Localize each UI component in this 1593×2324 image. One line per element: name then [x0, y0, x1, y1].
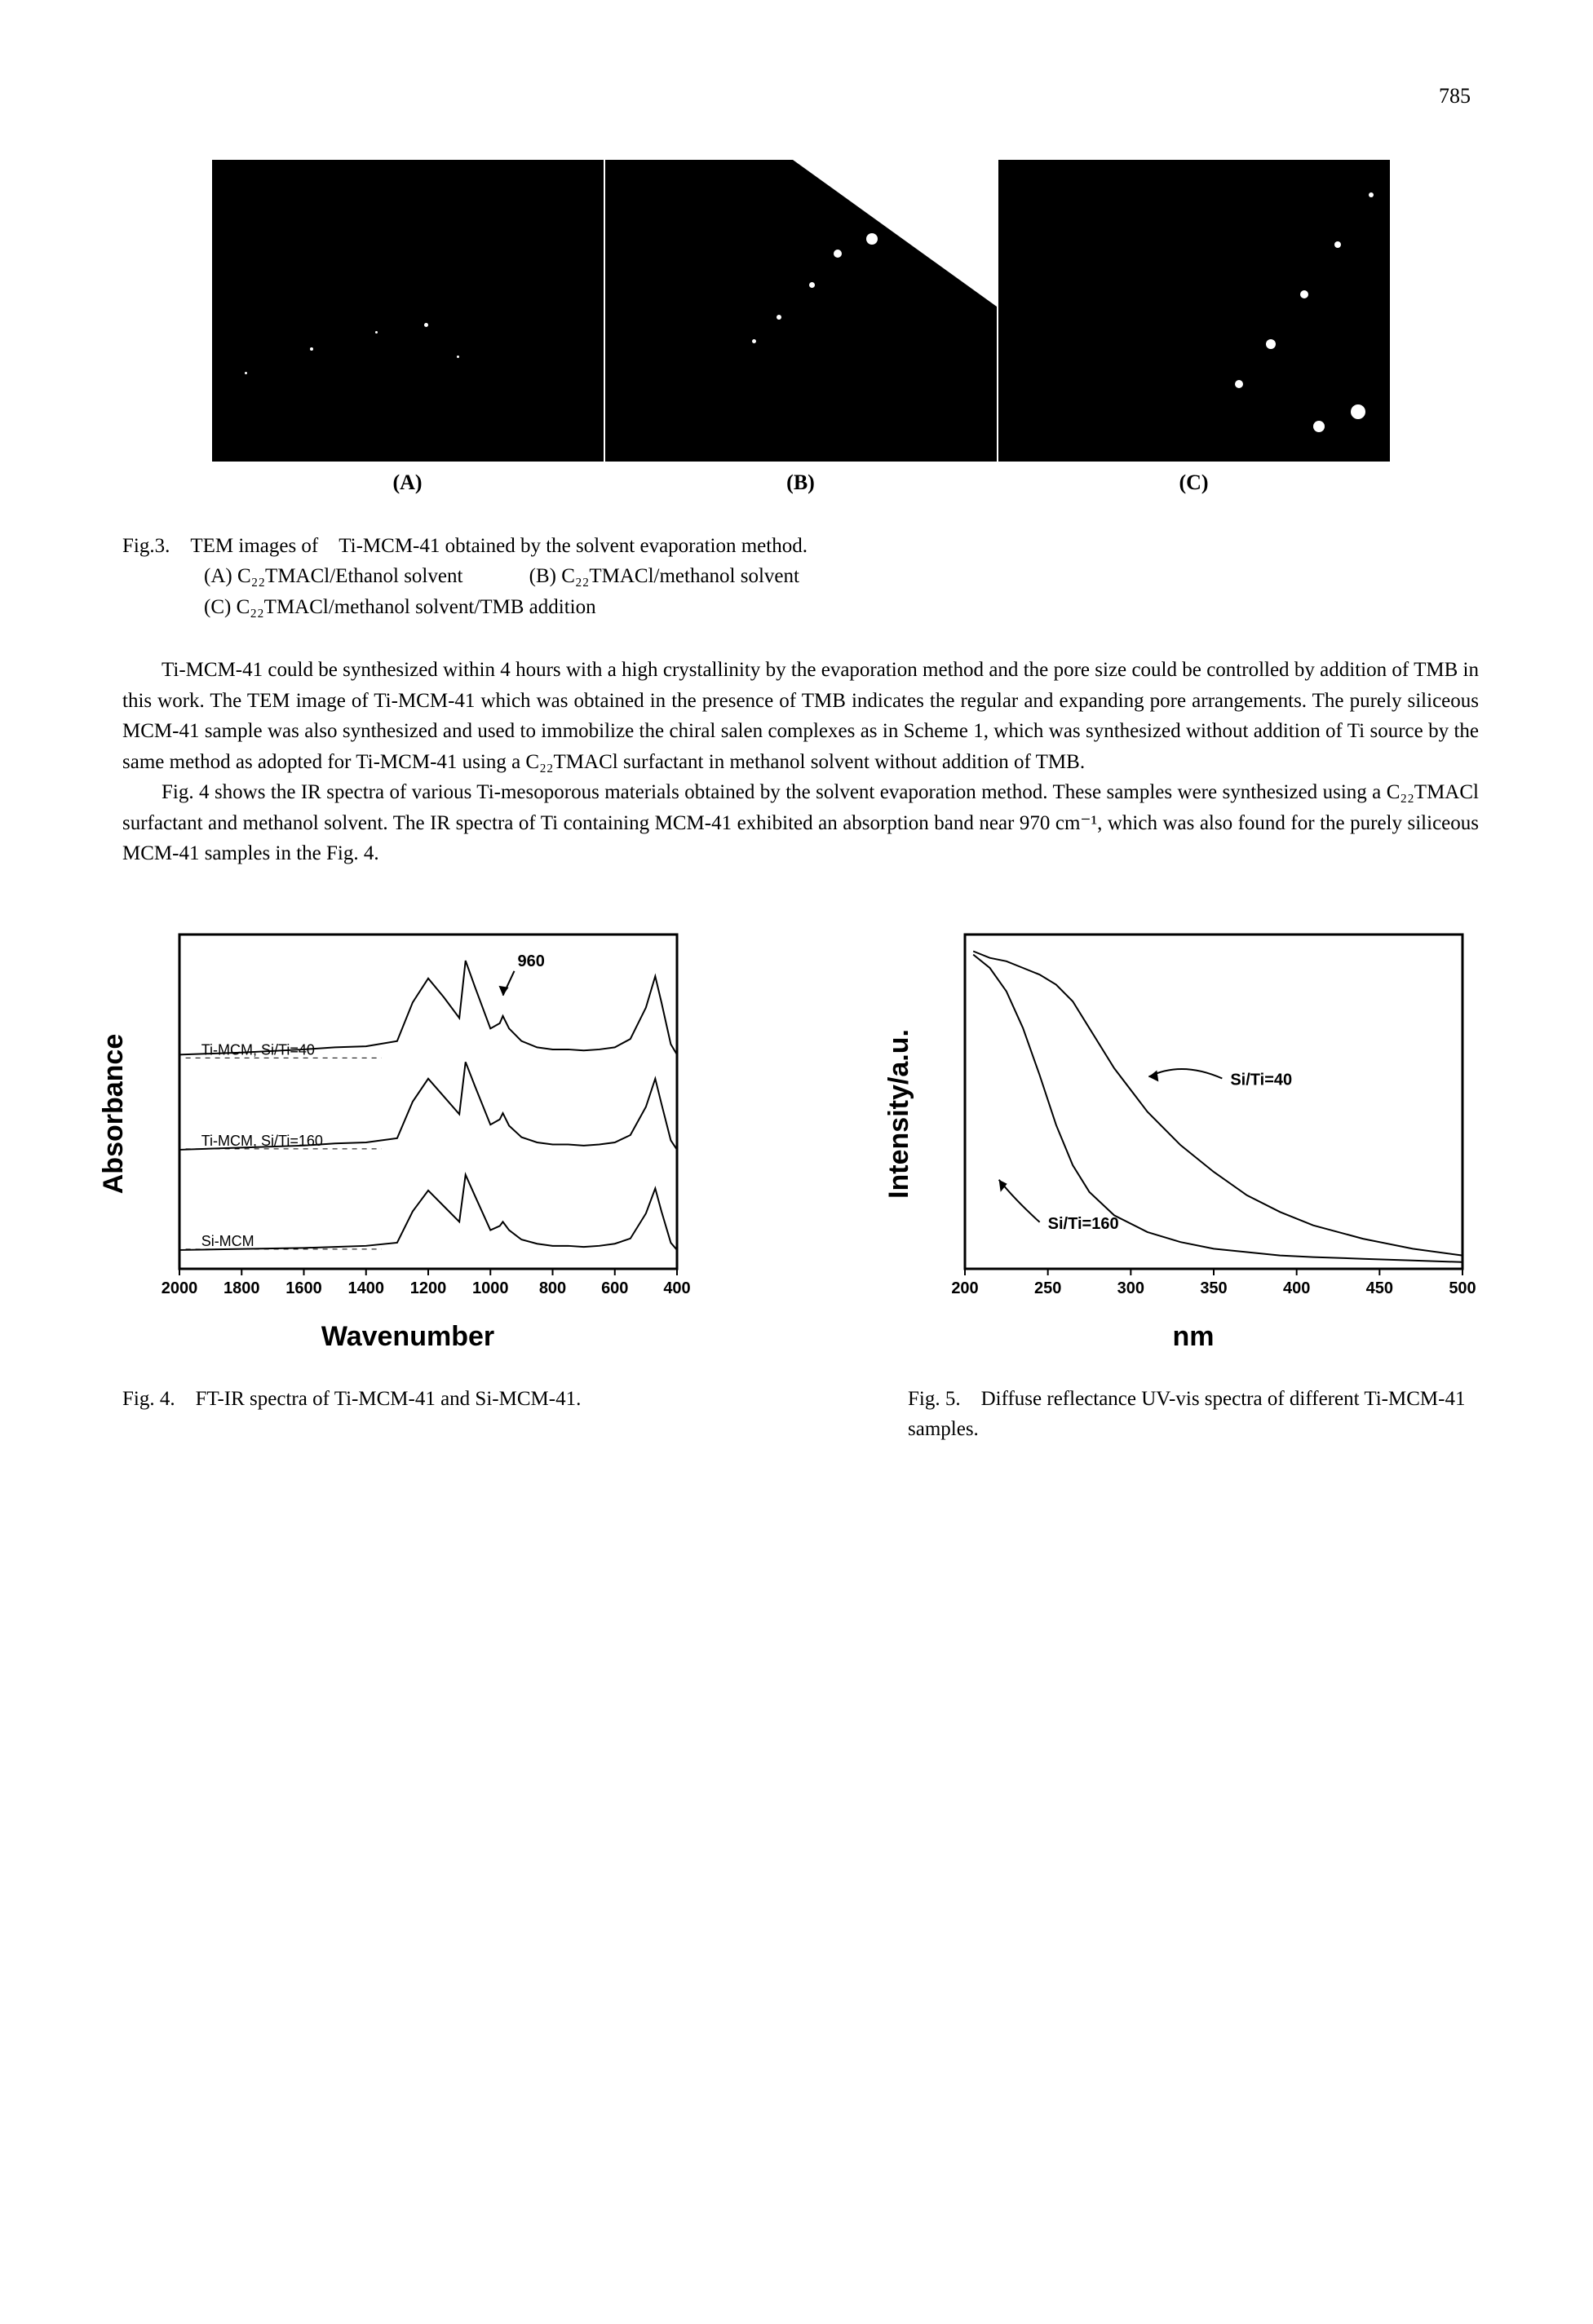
fig3-caption-lead: Fig.3. TEM images of Ti-MCM-41 obtained … — [122, 535, 808, 557]
svg-text:350: 350 — [1200, 1279, 1227, 1297]
fig4-block: Absorbance 20001800160014001200100080060… — [122, 918, 693, 1444]
svg-text:200: 200 — [951, 1279, 978, 1297]
svg-text:600: 600 — [601, 1279, 628, 1297]
charts-row: Absorbance 20001800160014001200100080060… — [122, 918, 1479, 1444]
fig5-svg: 200 250 300 350 400 450 500 Si/Ti=40 Si/Ti=160 — [908, 918, 1479, 1310]
page-number: 785 — [122, 82, 1479, 111]
fig3-caption: Fig.3. TEM images of Ti-MCM-41 obtained … — [122, 531, 1479, 623]
fig5-xlabel: nm — [908, 1318, 1479, 1357]
fig3-caption-c: (C) C₂₂TMACl/methanol solvent/TMB additi… — [122, 592, 1479, 623]
fig5-chart-area: Intensity/a.u. 200250300350400450500Si/T… — [908, 918, 1479, 1310]
svg-text:Ti-MCM, Si/Ti=160: Ti-MCM, Si/Ti=160 — [201, 1133, 323, 1149]
svg-text:1200: 1200 — [410, 1279, 447, 1297]
svg-text:800: 800 — [539, 1279, 566, 1297]
svg-text:250: 250 — [1034, 1279, 1061, 1297]
tem-label-a: (A) — [212, 468, 604, 497]
fig4-xlabel: Wavenumber — [122, 1318, 693, 1357]
fig5-caption: Fig. 5. Diffuse reflectance UV-vis spect… — [908, 1385, 1479, 1444]
fig3-caption-b: (B) C₂₂TMACl/methanol solvent — [529, 565, 799, 587]
svg-text:Si-MCM: Si-MCM — [201, 1233, 254, 1249]
body-paragraphs: Ti-MCM-41 could be synthesized within 4 … — [122, 655, 1479, 869]
fig3-caption-a: (A) C₂₂TMACl/Ethanol solvent — [204, 565, 462, 587]
svg-text:1000: 1000 — [472, 1279, 509, 1297]
tem-panel-a — [212, 160, 604, 462]
fig4-chart-area: Absorbance 20001800160014001200100080060… — [122, 918, 693, 1310]
paragraph-2: Fig. 4 shows the IR spectra of various T… — [122, 777, 1479, 869]
tem-panel-c — [998, 160, 1390, 462]
svg-text:300: 300 — [1117, 1279, 1144, 1297]
tem-label-b: (B) — [605, 468, 997, 497]
tem-panel-b — [605, 160, 997, 462]
svg-text:400: 400 — [663, 1279, 690, 1297]
svg-text:1800: 1800 — [223, 1279, 260, 1297]
fig4-ylabel: Absorbance — [95, 1034, 134, 1195]
paragraph-1: Ti-MCM-41 could be synthesized within 4 … — [122, 655, 1479, 777]
svg-text:450: 450 — [1366, 1279, 1393, 1297]
fig3-panel-labels: (A) (B) (C) — [122, 468, 1479, 497]
tem-label-c: (C) — [998, 468, 1390, 497]
svg-text:Si/Ti=40: Si/Ti=40 — [1230, 1071, 1292, 1089]
svg-text:Ti-MCM, Si/Ti=40: Ti-MCM, Si/Ti=40 — [201, 1041, 315, 1058]
svg-text:400: 400 — [1283, 1279, 1310, 1297]
svg-text:500: 500 — [1449, 1279, 1476, 1297]
svg-text:960: 960 — [518, 952, 545, 970]
svg-text:2000: 2000 — [162, 1279, 198, 1297]
fig3-panels — [122, 160, 1479, 462]
fig4-svg: 2000 1800 1600 1400 1200 1000 800 600 400 Ti-MCM,… — [122, 918, 693, 1310]
fig4-caption: Fig. 4. FT-IR spectra of Ti-MCM-41 and S… — [122, 1385, 693, 1414]
svg-text:Si/Ti=160: Si/Ti=160 — [1048, 1215, 1119, 1233]
fig5-ylabel: Intensity/a.u. — [880, 1029, 919, 1199]
svg-text:1600: 1600 — [285, 1279, 322, 1297]
svg-text:1400: 1400 — [348, 1279, 385, 1297]
fig5-block: Intensity/a.u. 200250300350400450500Si/T… — [908, 918, 1479, 1444]
